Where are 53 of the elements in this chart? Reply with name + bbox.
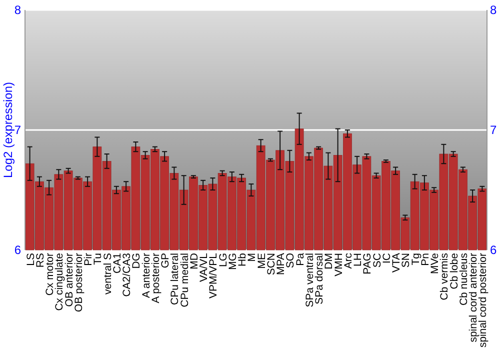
x-tick-label: LH (352, 253, 364, 266)
x-tick-label: spinal cord anterior (468, 252, 480, 342)
y2-tick-label: 8 (490, 3, 497, 18)
x-tick-label: Cx cingulate (54, 252, 66, 311)
x-tick-label: Tg (410, 252, 422, 266)
x-tick-label: DM (323, 253, 336, 270)
x-tick-label: SPa ventral (304, 253, 316, 308)
x-tick-label: DG (130, 253, 143, 269)
x-tick-label: CPu lateral (169, 253, 182, 305)
x-tick-label: Pa (294, 252, 306, 266)
y2-tick-label: 7 (490, 123, 497, 138)
x-tick-label: Hb (236, 252, 249, 266)
x-tick-label: MPA (275, 253, 288, 275)
x-tick-label: LS (24, 253, 37, 266)
x-tick-label: SCN (265, 253, 278, 276)
x-tick-label: A anterior (140, 252, 152, 298)
x-tick-label: CA1 (111, 252, 124, 274)
x-tick-label: VPM/VPL (208, 252, 220, 299)
x-tick-label: Cb lobe (448, 252, 460, 290)
x-tick-label: ME (256, 253, 268, 269)
x-tick-label: PAG (362, 253, 374, 274)
x-tick-label: A posterior (150, 252, 162, 304)
x-tick-label: SC (371, 252, 384, 268)
x-tick-label: SO (284, 253, 297, 268)
y2-tick-label: 6 (490, 243, 497, 258)
x-tick-label: spinal cord posterior (477, 252, 490, 348)
x-tick-label: Cb nucleus (458, 253, 470, 306)
x-tick-label: MG (226, 253, 239, 270)
x-tick-label: CA2/CA3 (121, 252, 134, 297)
x-tick-label: IC (380, 252, 393, 264)
x-tick-label: RS (34, 253, 46, 268)
y-axis-title: Log2 (expression) (1, 82, 15, 178)
x-tick-label: CPu medial (178, 253, 191, 308)
x-tick-label: OB anterior (63, 252, 76, 307)
x-tick-label: SN (400, 253, 412, 268)
x-tick-label: Pir (82, 252, 95, 266)
x-tick-label: ventral S (102, 253, 114, 294)
x-tick-label: MVe (429, 252, 442, 274)
x-tick-label: SPa dorsal (314, 253, 326, 304)
x-tick-label: Tu (92, 252, 104, 265)
y-tick-label: 8 (14, 3, 22, 18)
x-tick-label: Cb vermis (438, 253, 451, 300)
x-tick-label: MD (188, 252, 200, 270)
x-tick-label: VTA (390, 253, 403, 273)
y-tick-label: 7 (14, 123, 22, 138)
x-tick-label: Arc (342, 253, 354, 269)
x-tick-label: OB posterior (72, 252, 85, 312)
x-tick-label: GP (160, 253, 172, 268)
x-tick-label: VMH (332, 253, 345, 276)
y-tick-label: 6 (14, 243, 22, 258)
x-tick-label: LG (217, 253, 230, 268)
x-tick-label: VA/VL (198, 252, 210, 282)
x-tick-label: M (246, 253, 258, 262)
